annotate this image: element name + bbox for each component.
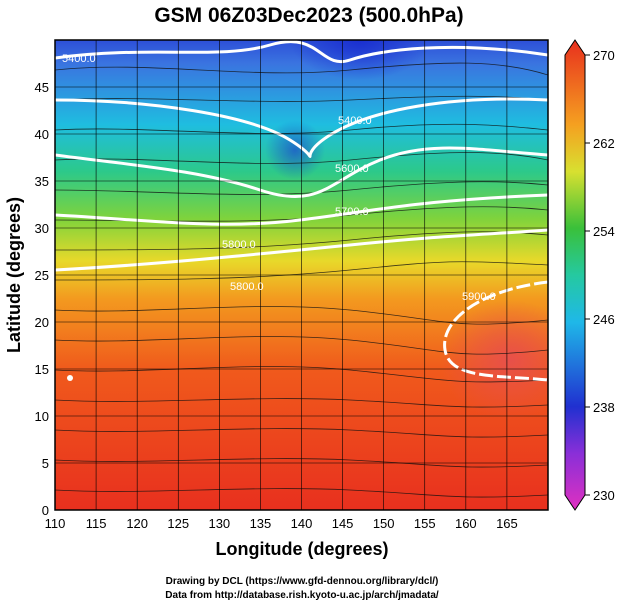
y-tick-label: 25: [35, 268, 49, 283]
x-tick-label: 165: [496, 516, 518, 531]
contour-label: 5800.0: [230, 281, 264, 293]
contour-label: 5600.0: [335, 163, 369, 175]
cold-core: [265, 120, 325, 180]
footer-line: Data from http://database.rish.kyoto-u.a…: [165, 590, 439, 601]
y-tick-label: 35: [35, 174, 49, 189]
footer-line: Drawing by DCL (https://www.gfd-dennou.o…: [166, 576, 439, 587]
y-tick-label: 15: [35, 362, 49, 377]
x-axis-label: Longitude (degrees): [215, 539, 388, 559]
contour-label: 5400.0: [62, 53, 96, 65]
colorbar-tick-label: 254: [593, 224, 615, 239]
y-tick-label: 20: [35, 315, 49, 330]
contour-label: 5400.0: [338, 115, 372, 127]
x-tick-label: 115: [86, 516, 107, 531]
x-tick-label: 125: [167, 516, 189, 531]
x-tick-label: 145: [332, 516, 354, 531]
x-tick-label: 130: [208, 516, 230, 531]
x-tick-label: 135: [250, 516, 272, 531]
contour-label: 5900.0: [462, 291, 496, 303]
colorbar-tick-label: 262: [593, 136, 615, 151]
x-tick-label: 155: [414, 516, 436, 531]
contours: [55, 40, 548, 382]
y-tick-label: 45: [35, 80, 49, 95]
colorbar-tick-label: 246: [593, 312, 615, 327]
marker: [67, 375, 73, 381]
x-tick-label: 120: [126, 516, 148, 531]
x-tick-label: 160: [455, 516, 477, 531]
x-tick-label: 110: [45, 516, 66, 531]
y-tick-label: 10: [35, 409, 49, 424]
colorbar-tick-label: 270: [593, 48, 615, 63]
title: GSM 06Z03Dec2023 (500.0hPa): [154, 4, 463, 27]
colorbar-tick-label: 230: [593, 488, 615, 503]
contour-label: 5700.0: [335, 206, 369, 218]
y-tick-label: 40: [35, 127, 49, 142]
colorbar-tick-label: 238: [593, 400, 615, 415]
x-tick-label: 150: [373, 516, 395, 531]
contour-label: 5800.0: [222, 239, 256, 251]
warm-core: [440, 300, 548, 420]
y-tick-label: 0: [42, 503, 49, 518]
x-tick-label: 140: [291, 516, 313, 531]
y-axis-label: Latitude (degrees): [4, 197, 24, 353]
field: [55, 40, 548, 510]
colorbar: [564, 39, 586, 511]
y-tick-label: 5: [42, 456, 49, 471]
y-tick-label: 30: [35, 221, 49, 236]
